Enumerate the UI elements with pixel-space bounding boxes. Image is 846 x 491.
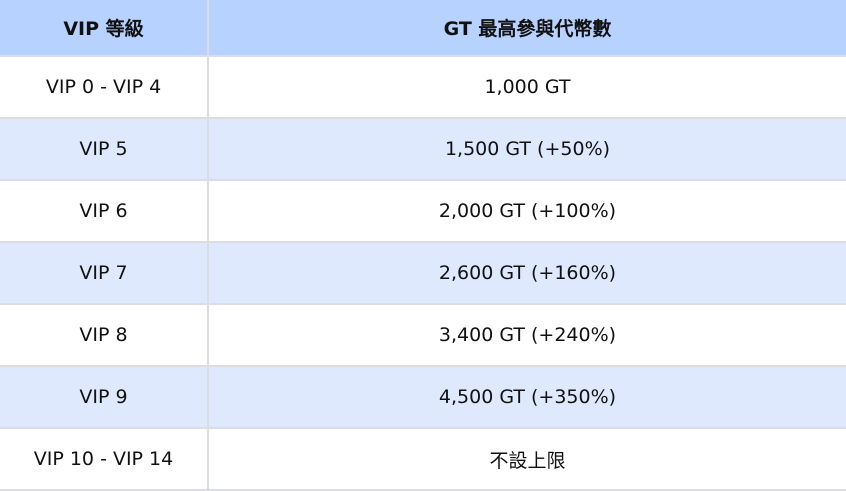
table-row: VIP 6 2,000 GT (+100%) bbox=[0, 179, 846, 243]
table-row: VIP 7 2,600 GT (+160%) bbox=[0, 241, 846, 305]
table-row: VIP 10 - VIP 14 不設上限 bbox=[0, 427, 846, 491]
gt-max-cell: 3,400 GT (+240%) bbox=[207, 303, 846, 367]
vip-level-cell: VIP 8 bbox=[0, 303, 209, 367]
table-row: VIP 0 - VIP 4 1,000 GT bbox=[0, 55, 846, 119]
header-gt-max: GT 最高參與代幣數 bbox=[207, 0, 846, 57]
vip-level-cell: VIP 5 bbox=[0, 117, 209, 181]
gt-max-cell: 1,500 GT (+50%) bbox=[207, 117, 846, 181]
vip-level-cell: VIP 6 bbox=[0, 179, 209, 243]
header-row: VIP 等級 GT 最高參與代幣數 bbox=[0, 0, 846, 57]
vip-level-cell: VIP 0 - VIP 4 bbox=[0, 55, 209, 119]
vip-level-cell: VIP 7 bbox=[0, 241, 209, 305]
table-row: VIP 9 4,500 GT (+350%) bbox=[0, 365, 846, 429]
vip-level-cell: VIP 9 bbox=[0, 365, 209, 429]
vip-level-cell: VIP 10 - VIP 14 bbox=[0, 427, 209, 491]
table-row: VIP 5 1,500 GT (+50%) bbox=[0, 117, 846, 181]
table-row: VIP 8 3,400 GT (+240%) bbox=[0, 303, 846, 367]
gt-max-cell: 2,000 GT (+100%) bbox=[207, 179, 846, 243]
gt-max-cell: 2,600 GT (+160%) bbox=[207, 241, 846, 305]
gt-max-cell: 1,000 GT bbox=[207, 55, 846, 119]
header-vip-level: VIP 等級 bbox=[0, 0, 209, 57]
gt-max-cell: 4,500 GT (+350%) bbox=[207, 365, 846, 429]
gt-max-cell: 不設上限 bbox=[207, 427, 846, 491]
